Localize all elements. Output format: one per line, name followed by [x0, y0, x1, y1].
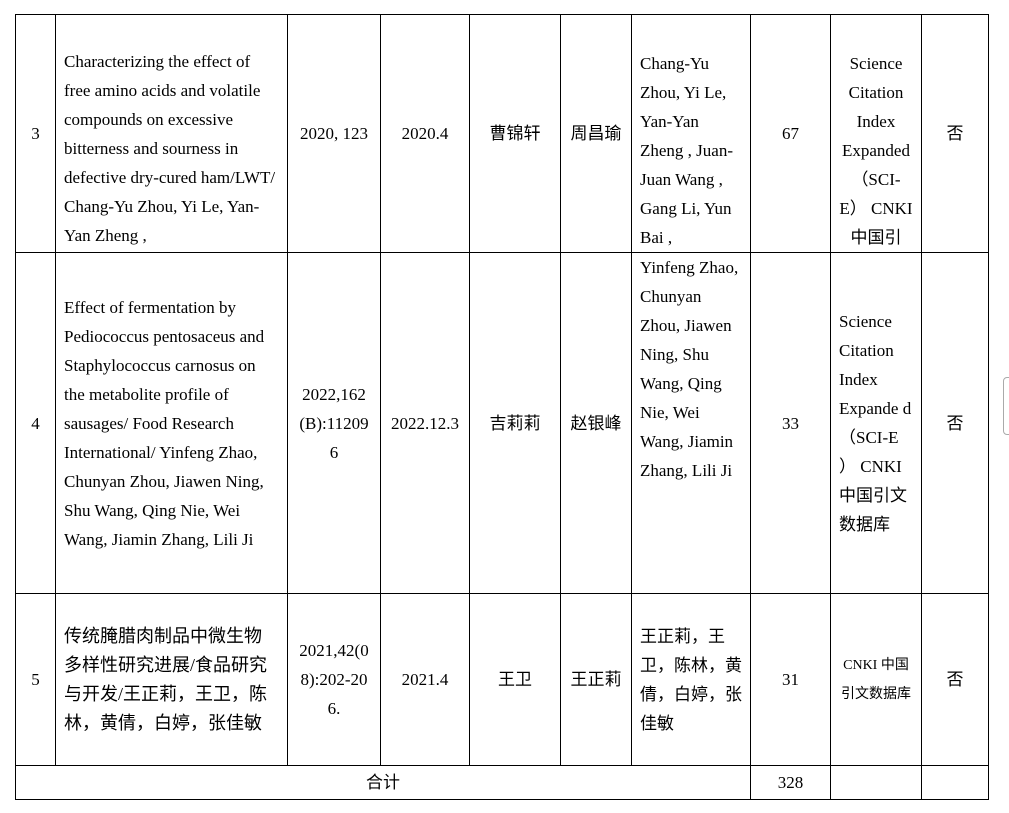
corresponding-author: 王正莉	[570, 670, 622, 689]
total-label: 合计	[366, 773, 400, 792]
paper-table: 3 Characterizing the effect of free amin…	[15, 14, 989, 800]
row-number: 5	[31, 670, 40, 689]
publish-date: 2022.12.3	[391, 413, 459, 433]
authors: Chang-Yu Zhou, Yi Le, Yan-Yan Zheng , Ju…	[640, 54, 734, 247]
empty-cell	[922, 766, 988, 799]
paper-title: Effect of fermentation by Pediococcus pe…	[64, 297, 265, 549]
paper-title: 传统腌腊肉制品中微生物多样性研究进展/食品研究与开发/王正莉，王卫，陈林，黄倩，…	[64, 625, 267, 733]
volume: 2020, 123	[300, 124, 368, 143]
table-row: 4 Effect of fermentation by Pediococcus …	[15, 252, 989, 594]
authors: Yinfeng Zhao, Chunyan Zhou, Jiawen Ning,…	[640, 258, 739, 480]
paper-title: Characterizing the effect of free amino …	[64, 52, 276, 245]
volume: 2021,42(08):202-206.	[299, 641, 369, 718]
empty-cell	[831, 766, 921, 799]
publish-date: 2021.4	[401, 670, 449, 689]
row-number: 4	[31, 413, 40, 433]
citations: 31	[782, 670, 799, 689]
corresponding-author: 周昌瑜	[570, 124, 622, 143]
index-database: Science Citation Index Expanded （SCI-E） …	[839, 54, 913, 247]
index-database: Science Citation Index Expande d （SCI-E …	[839, 312, 912, 534]
citations: 67	[782, 124, 799, 143]
person: 王卫	[498, 670, 532, 689]
citations: 33	[782, 413, 799, 433]
authors: 王正莉，王卫，陈林，黄倩，白婷，张佳敏	[640, 626, 742, 733]
total-citations: 328	[777, 773, 804, 792]
flag: 否	[946, 124, 964, 143]
index-database: CNKI 中国引文数据库	[841, 657, 911, 702]
table-row: 5 传统腌腊肉制品中微生物多样性研究进展/食品研究与开发/王正莉，王卫，陈林，黄…	[15, 593, 989, 766]
table-row: 3 Characterizing the effect of free amin…	[15, 14, 989, 253]
row-number: 3	[31, 124, 40, 143]
volume: 2022,162(B):112096	[299, 384, 369, 462]
publish-date: 2020.4	[401, 124, 449, 143]
person: 吉莉莉	[489, 413, 541, 433]
total-row: 合计 328	[15, 765, 989, 800]
flag: 否	[946, 670, 964, 689]
corresponding-author: 赵银峰	[570, 413, 622, 433]
side-panel-handle[interactable]	[1003, 377, 1009, 435]
flag: 否	[946, 413, 964, 433]
person: 曹锦轩	[489, 124, 541, 143]
